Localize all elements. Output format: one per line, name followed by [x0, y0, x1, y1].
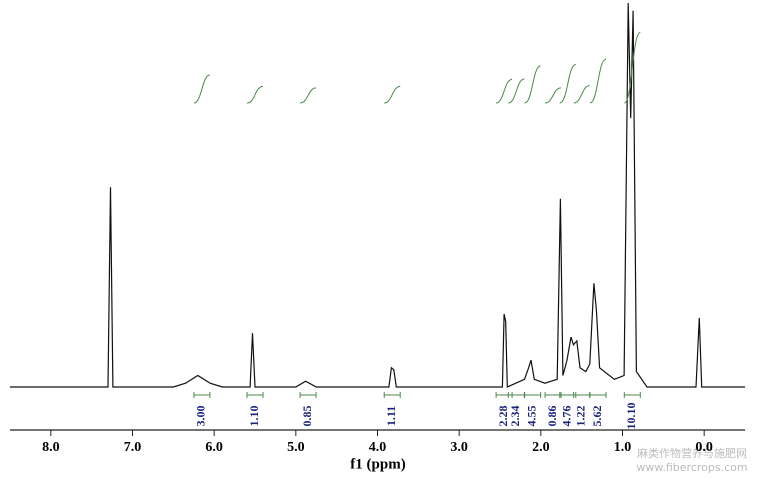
- integral-curve: [589, 58, 607, 104]
- x-tick-label: 3.0: [450, 440, 468, 455]
- integral-label: 1.22: [573, 406, 587, 427]
- x-tick-label: 6.0: [205, 440, 223, 455]
- x-tick-label: 5.0: [287, 440, 305, 455]
- x-tick-label: 2.0: [532, 440, 550, 455]
- integral-bracket: [383, 392, 401, 398]
- x-tick-label: 4.0: [369, 440, 387, 455]
- integral-label: 5.62: [590, 406, 604, 427]
- integral-label: 1.10: [247, 406, 261, 427]
- watermark: 麻类作物营养与施肥网: [637, 446, 747, 460]
- integral-label: 0.85: [300, 406, 314, 427]
- integral-bracket: [299, 392, 317, 398]
- integral-curve: [508, 78, 525, 104]
- integral-curve: [559, 63, 577, 104]
- x-tick-label: 1.0: [614, 440, 632, 455]
- integral-curve: [193, 74, 211, 104]
- integral-label: 4.76: [560, 406, 574, 427]
- integral-curve: [299, 87, 317, 104]
- integral-curve: [524, 65, 541, 104]
- integral-bracket: [524, 392, 542, 398]
- integral-curve: [623, 31, 641, 104]
- integral-label: 2.34: [508, 406, 522, 427]
- integral-bracket: [623, 392, 641, 398]
- integral-curve: [495, 78, 513, 104]
- integral-curve: [246, 85, 264, 104]
- integral-label: 10.10: [624, 403, 638, 430]
- integral-label: 1.11: [384, 406, 398, 426]
- integral-bracket: [589, 392, 607, 398]
- x-tick-label: 8.0: [42, 440, 60, 455]
- integral-curve: [544, 87, 562, 104]
- spectrum-line: [10, 2, 745, 388]
- integral-label: 2.28: [496, 406, 510, 427]
- integral-bracket: [544, 392, 562, 398]
- integral-bracket: [507, 392, 525, 398]
- integral-label: 4.55: [524, 406, 538, 427]
- integral-label: 0.86: [545, 406, 559, 427]
- integral-bracket: [193, 392, 211, 398]
- watermark: www.fibercrops.com: [636, 461, 747, 474]
- integral-curve: [384, 85, 401, 104]
- integral-bracket: [246, 392, 264, 398]
- x-tick-label: 7.0: [124, 440, 142, 455]
- integral-curve: [573, 85, 590, 104]
- x-axis-label: f1 (ppm): [350, 456, 405, 472]
- integral-label: 3.00: [194, 406, 208, 427]
- x-tick-label: 0.0: [695, 440, 713, 455]
